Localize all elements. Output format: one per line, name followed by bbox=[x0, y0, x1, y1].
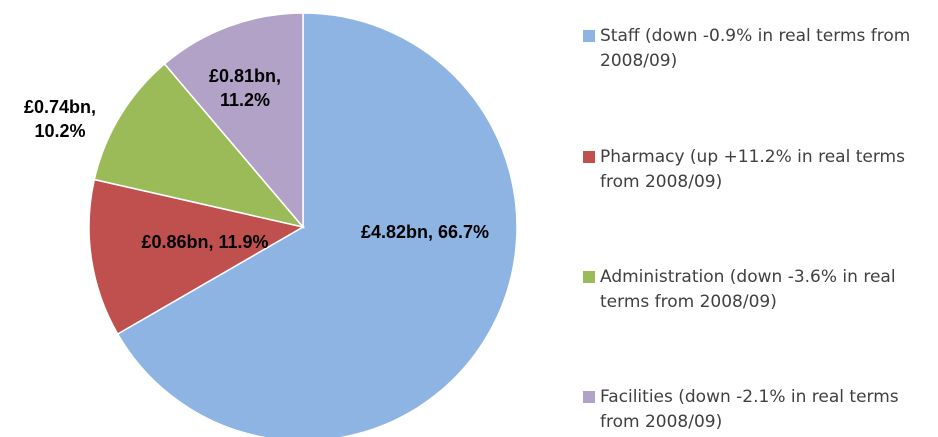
data-label: £0.81bn, 11.2% bbox=[208, 66, 282, 110]
data-label: £0.74bn, 10.2% bbox=[23, 97, 97, 141]
pie-slice bbox=[163, 12, 304, 230]
data-label: £4.82bn, 66.7% bbox=[360, 222, 490, 242]
legend-swatch bbox=[583, 391, 595, 403]
legend-swatch bbox=[583, 271, 595, 283]
legend-label: Pharmacy (up +11.2% in real terms from 2… bbox=[600, 147, 905, 192]
data-label: £0.86bn, 11.9% bbox=[141, 232, 269, 252]
pie-slice bbox=[88, 178, 306, 336]
legend-label: Staff (down -0.9% in real terms from 200… bbox=[600, 26, 911, 71]
pie-slice bbox=[116, 12, 518, 437]
legend-swatch bbox=[583, 30, 595, 42]
legend-swatch bbox=[583, 151, 595, 163]
pie-slice bbox=[93, 62, 306, 229]
legend-label: Administration (down -3.6% in real terms… bbox=[600, 267, 896, 312]
legend-label: Facilities (down -2.1% in real terms fro… bbox=[600, 387, 899, 432]
